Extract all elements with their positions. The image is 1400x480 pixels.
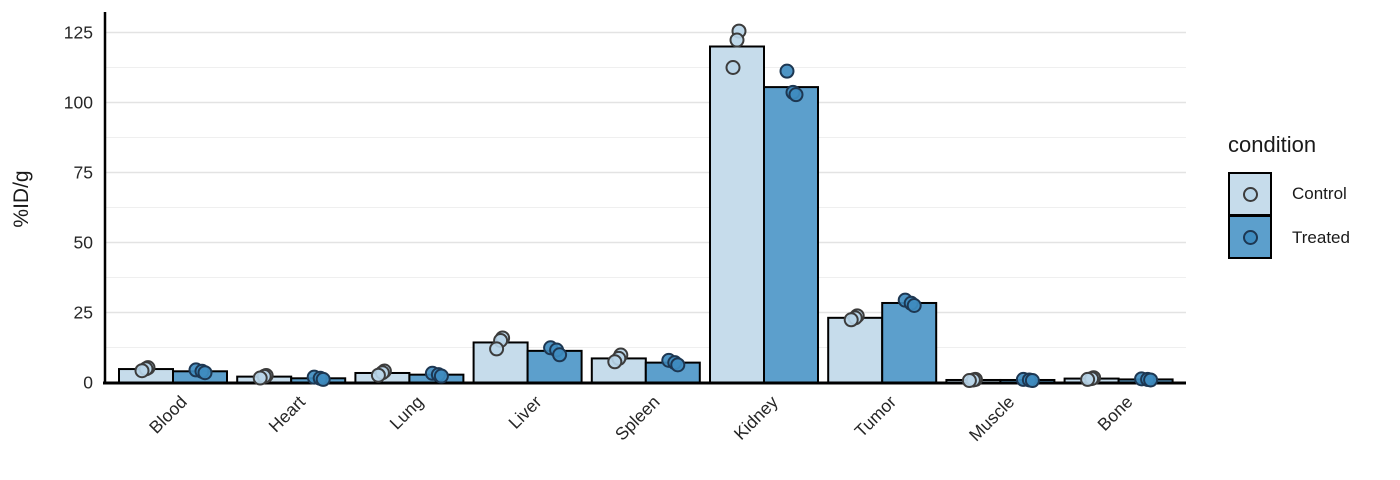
bar-control-kidney — [709, 45, 765, 384]
legend-swatch-control — [1228, 172, 1272, 216]
y-tick-label: 25 — [74, 303, 93, 323]
legend-title: condition — [1228, 132, 1317, 157]
x-category-label-blood: Blood — [145, 392, 191, 438]
y-tick-label: 0 — [83, 373, 93, 393]
legend-entry-control: Control — [1228, 172, 1398, 216]
x-category-label-liver: Liver — [504, 392, 545, 433]
jitter-point-control — [134, 363, 150, 379]
jitter-point-treated — [788, 87, 804, 103]
control-point-icon — [1242, 186, 1258, 202]
jitter-point-treated — [906, 298, 922, 313]
jitter-point-control — [252, 370, 268, 386]
jitter-point-treated — [433, 368, 449, 384]
y-tick-label: 100 — [64, 93, 93, 113]
jitter-point-control — [489, 341, 505, 357]
legend-entry-treated: Treated — [1228, 215, 1398, 260]
jitter-point-treated — [1024, 373, 1040, 389]
jitter-point-treated — [670, 357, 686, 373]
bar-treated-kidney — [763, 86, 819, 384]
jitter-point-control — [607, 354, 623, 370]
x-category-label-tumor: Tumor — [851, 392, 901, 442]
jitter-point-treated — [779, 63, 795, 79]
y-tick-label: 125 — [64, 23, 93, 43]
legend: condition Control Treated — [1228, 132, 1398, 260]
x-category-label-bone: Bone — [1093, 392, 1136, 435]
jitter-point-control — [961, 373, 977, 389]
x-category-label-spleen: Spleen — [611, 392, 664, 445]
bar-treated-tumor — [881, 301, 938, 384]
treated-point-icon — [1242, 229, 1258, 245]
bar-control-tumor — [827, 316, 884, 384]
x-category-label-muscle: Muscle — [965, 392, 1018, 445]
y-tick-label: 75 — [74, 163, 93, 183]
jitter-point-treated — [315, 371, 331, 387]
jitter-point-control — [729, 32, 745, 48]
legend-label-treated: Treated — [1292, 228, 1350, 247]
legend-swatch-treated — [1228, 215, 1272, 259]
jitter-point-control — [370, 367, 386, 383]
jitter-point-control — [1080, 371, 1096, 387]
x-category-label-kidney: Kidney — [730, 392, 782, 444]
jitter-point-control — [725, 60, 741, 75]
x-category-label-heart: Heart — [265, 392, 309, 436]
x-category-label-lung: Lung — [386, 392, 428, 434]
legend-label-control: Control — [1292, 184, 1347, 203]
jitter-point-treated — [552, 347, 568, 363]
jitter-point-treated — [1143, 372, 1159, 388]
jitter-point-control — [843, 312, 859, 328]
y-axis-title: %ID/g — [10, 170, 33, 228]
y-tick-label: 50 — [74, 233, 94, 253]
jitter-point-treated — [197, 365, 213, 381]
